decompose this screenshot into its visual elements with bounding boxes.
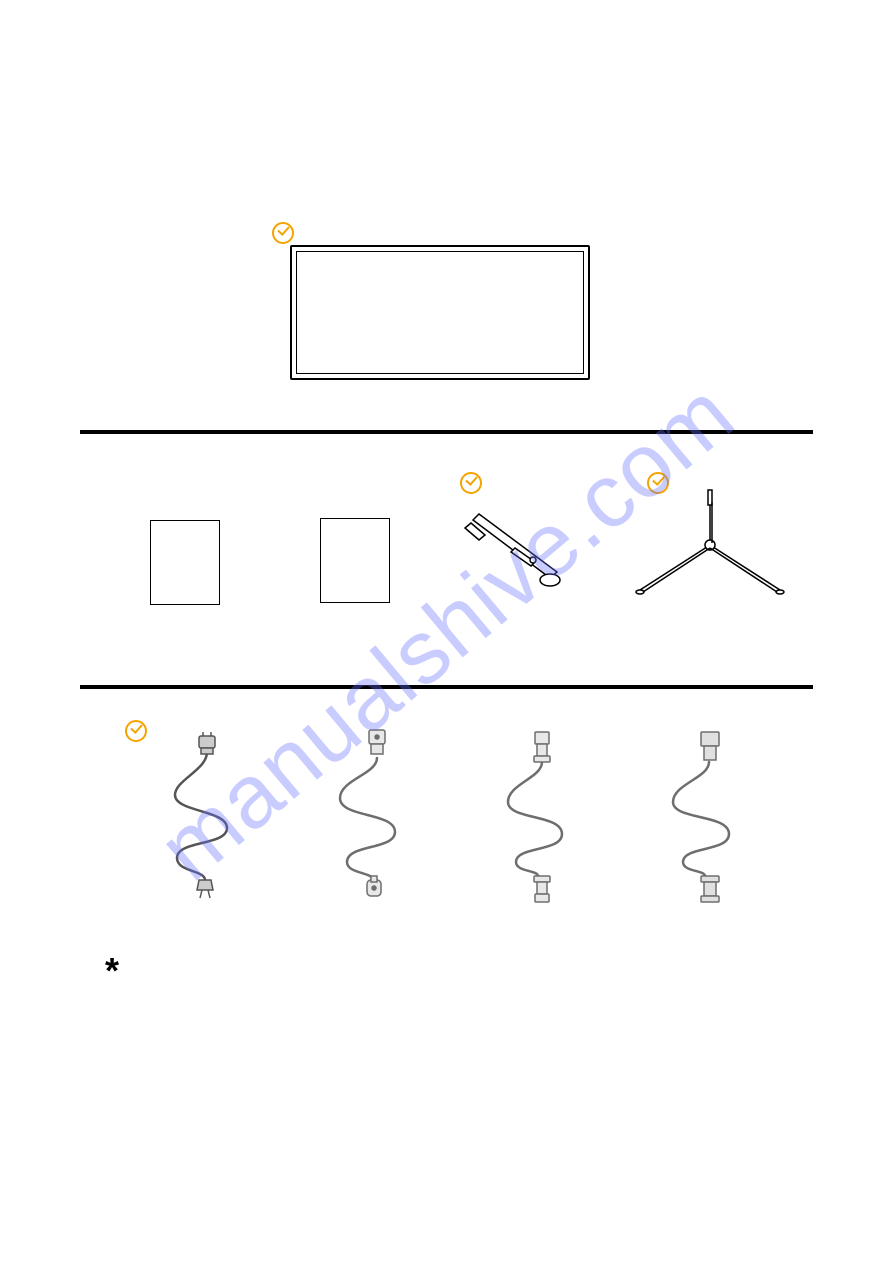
check-icon-stand-arm	[460, 472, 482, 499]
footer-asterisk: *	[105, 950, 119, 992]
usb-cable-illustration	[325, 728, 425, 903]
stand-arm-illustration	[455, 500, 585, 610]
divider-1	[80, 430, 813, 434]
page-root: manualshive.com	[0, 0, 893, 1263]
monitor-illustration	[290, 245, 590, 380]
warranty-card	[150, 520, 220, 605]
hdmi-cable-illustration	[490, 728, 590, 903]
divider-2	[80, 685, 813, 689]
check-icon-cables	[125, 720, 147, 747]
checkmark-icon	[272, 222, 294, 244]
displayport-cable-illustration	[655, 728, 755, 903]
power-cable-illustration	[155, 730, 255, 900]
checkmark-icon	[460, 472, 482, 494]
cd-card	[320, 518, 390, 603]
checkmark-icon	[125, 720, 147, 742]
stand-base-illustration	[620, 480, 800, 620]
